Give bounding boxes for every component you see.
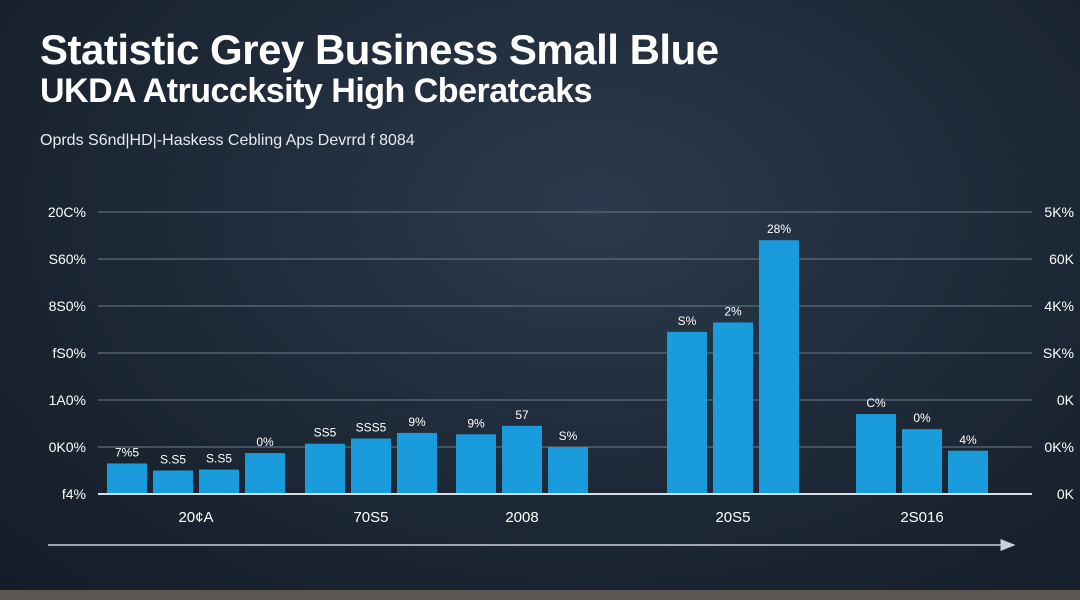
bars	[107, 240, 988, 494]
y-tick-label-left: f4%	[62, 486, 86, 502]
chart-subtitle: Oprds S6nd|HD|-Haskess Cebling Aps Devrr…	[40, 132, 415, 149]
x-tick-label: 20S5	[715, 509, 750, 526]
bar	[713, 322, 753, 494]
x-tick-label: 20¢A	[178, 509, 213, 526]
bar-labels: 7%5 S.S5 S.S5 0% SS5 SSS5 9% 9% 57 S% S% 2% 28% C% 0% 4…	[115, 222, 977, 466]
x-tick-label: 2S016	[900, 509, 943, 526]
bar	[759, 240, 799, 494]
bar-value-label: S.S5	[160, 453, 186, 467]
bar	[107, 463, 147, 494]
bar-value-label: S%	[678, 314, 697, 328]
grid-lines	[98, 211, 1032, 448]
chart-title: Statistic Grey Business Small Blue	[40, 26, 719, 73]
bar	[856, 414, 896, 494]
bar-value-label: 2%	[724, 304, 742, 318]
bar	[667, 331, 707, 494]
y-tick-label-left: S60%	[49, 251, 86, 267]
y-tick-label-right: 0K%	[1044, 439, 1074, 455]
bar	[502, 425, 542, 494]
x-axis-ticks: 20¢A 70S5 2008 20S5 2S016	[178, 509, 943, 526]
bar	[456, 434, 496, 494]
y-tick-label-left: 1A0%	[49, 392, 86, 408]
chart-title-second-line: UKDA Atruccksity High Cberatcaks	[40, 72, 593, 110]
bar	[397, 432, 437, 494]
bar-value-label: 28%	[767, 222, 791, 236]
y-tick-label-left: 20C%	[48, 204, 86, 220]
bar	[153, 470, 193, 494]
bar-value-label: 0%	[256, 435, 274, 449]
bar-value-label: 0%	[913, 411, 931, 425]
y-tick-label-right: 0K	[1057, 392, 1075, 408]
y-tick-label-left: fS0%	[53, 345, 86, 361]
bar-value-label: SS5	[314, 426, 337, 440]
y-tick-label-right: SK%	[1043, 345, 1074, 361]
bar-value-label: 9%	[408, 415, 426, 429]
y-tick-label-right: 60K	[1049, 251, 1075, 267]
y-axis-ticks: f4% 0K 0K0% 0K% 1A0% 0K fS0% SK% 8S0% 4K% S60% 60K 2…	[48, 204, 1075, 502]
bar-value-label: C%	[866, 396, 886, 410]
bar	[351, 438, 391, 494]
bar-value-label: 7%5	[115, 445, 139, 459]
bar-value-label: S.S5	[206, 452, 232, 466]
x-tick-label: 2008	[505, 509, 538, 526]
bar-value-label: SSS5	[356, 421, 387, 435]
y-tick-label-right: 4K%	[1044, 298, 1074, 314]
y-tick-label-left: 8S0%	[49, 298, 86, 314]
bar	[948, 450, 988, 494]
bar-value-label: 57	[515, 408, 529, 422]
bar	[199, 469, 239, 494]
x-tick-label: 70S5	[353, 509, 388, 526]
y-tick-label-right: 5K%	[1044, 204, 1074, 220]
bar-value-label: 9%	[467, 416, 485, 430]
bar	[245, 453, 285, 494]
bar	[902, 429, 942, 494]
bottom-strip	[0, 590, 1080, 600]
y-tick-label-right: 0K	[1057, 486, 1075, 502]
bar	[305, 443, 345, 494]
bar-value-label: S%	[559, 429, 578, 443]
bar	[548, 447, 588, 494]
y-tick-label-left: 0K0%	[49, 439, 86, 455]
bar-value-label: 4%	[959, 433, 977, 447]
